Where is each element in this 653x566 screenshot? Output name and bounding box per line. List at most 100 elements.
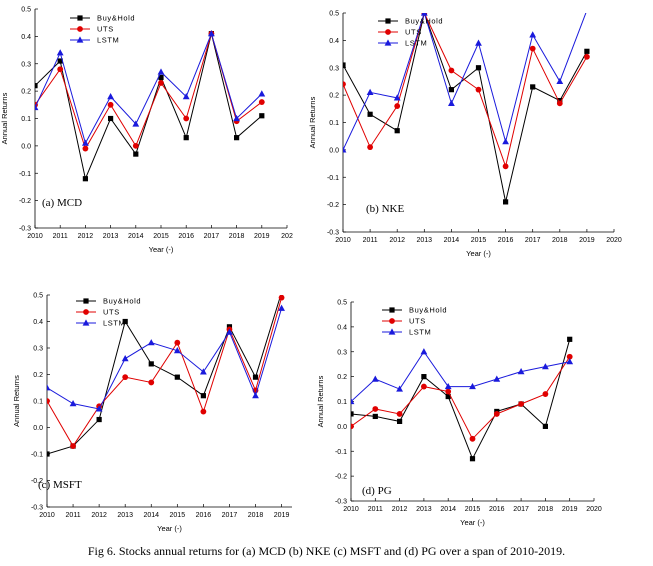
data-point-buy-hold <box>372 413 378 420</box>
data-point-uts <box>174 339 181 346</box>
legend: Buy&Hold UTS LSTM <box>76 297 141 328</box>
data-point-uts <box>278 295 285 301</box>
data-point-lstm <box>95 405 103 412</box>
data-point-lstm <box>233 114 240 122</box>
data-point-lstm <box>469 382 476 390</box>
series-line-uts <box>351 356 571 440</box>
data-point-uts <box>372 406 379 412</box>
data-point-buy-hold <box>542 423 548 429</box>
x-axis-title: Year (-) <box>466 249 491 258</box>
data-point-uts <box>566 353 573 360</box>
data-point-lstm <box>182 93 190 100</box>
data-point-lstm <box>420 348 428 355</box>
y-tick-label: 0.0 <box>33 425 43 432</box>
legend-label: Buy&Hold <box>97 14 135 23</box>
x-tick-label: 2014 <box>444 237 460 244</box>
data-point-uts <box>421 383 427 390</box>
legend-marker <box>82 319 90 326</box>
panel-label: (d) PG <box>362 485 392 497</box>
x-tick-label: 2010 <box>343 506 359 513</box>
data-point-lstm <box>157 68 165 75</box>
series-lstm <box>47 304 285 412</box>
data-point-lstm <box>199 368 207 375</box>
y-tick-label: 0.3 <box>329 65 339 72</box>
y-tick-label: 0.4 <box>337 324 347 331</box>
x-tick-label: 2019 <box>579 237 595 244</box>
data-point-uts <box>518 401 524 407</box>
legend-marker <box>388 328 396 335</box>
data-point-lstm <box>396 385 403 392</box>
data-point-lstm <box>252 392 259 399</box>
y-tick-label: 0.5 <box>329 11 339 18</box>
legend-label: Buy&Hold <box>103 297 141 306</box>
x-axis-title: Year (-) <box>149 245 174 254</box>
data-point-lstm <box>556 77 564 85</box>
data-point-buy-hold <box>47 451 50 457</box>
x-tick-label: 2016 <box>498 237 514 244</box>
y-axis-title: Annual Returns <box>308 96 317 148</box>
y-tick-label: 0.3 <box>337 349 347 356</box>
series-buy-hold <box>35 31 265 182</box>
legend-marker <box>384 39 392 46</box>
series-line-buy-hold <box>343 13 588 203</box>
series-line-buy-hold <box>351 339 571 460</box>
legend-marker <box>76 36 84 43</box>
data-point-uts <box>493 411 500 417</box>
data-point-lstm <box>566 358 574 365</box>
y-tick-label: -0.3 <box>335 499 347 506</box>
data-point-buy-hold <box>448 87 454 93</box>
x-tick-label: 2017 <box>222 512 238 519</box>
data-point-uts <box>351 423 354 430</box>
data-point-uts <box>475 86 482 93</box>
legend: Buy&Hold UTS LSTM <box>378 17 443 48</box>
data-point-buy-hold <box>82 176 88 182</box>
data-point-uts <box>57 66 64 73</box>
y-tick-label: 0.1 <box>33 399 43 406</box>
x-tick-label: 2011 <box>363 237 378 244</box>
data-point-buy-hold <box>343 62 346 68</box>
data-point-buy-hold <box>530 84 536 90</box>
data-point-uts <box>183 115 190 122</box>
y-tick-label: -0.2 <box>19 198 31 205</box>
panel-label: (a) MCD <box>42 197 82 209</box>
x-tick-label: 2017 <box>204 233 220 240</box>
x-tick-label: 2010 <box>39 512 55 519</box>
data-point-buy-hold <box>445 393 451 400</box>
legend-marker <box>389 307 395 313</box>
data-point-lstm <box>278 304 285 311</box>
x-tick-label: 2012 <box>392 506 408 513</box>
data-point-lstm <box>393 94 401 101</box>
x-tick-label: 2015 <box>465 506 481 513</box>
legend-marker <box>385 18 391 24</box>
data-point-uts <box>158 80 164 86</box>
series-line-uts <box>343 13 588 169</box>
data-point-lstm <box>35 103 39 111</box>
chart-panel-a-mcd: -0.3 -0.2 -0.1 0.0 0.1 0.2 0.3 0.4 0.5 2010 2011 20… <box>0 7 293 255</box>
legend-label: Buy&Hold <box>409 306 447 315</box>
data-point-buy-hold <box>133 151 139 157</box>
series-line-lstm <box>351 350 570 402</box>
x-tick-label: 2014 <box>128 233 144 240</box>
series-line-uts <box>47 297 283 448</box>
data-point-uts <box>584 53 590 60</box>
y-tick-label: 0.2 <box>329 93 339 100</box>
data-point-buy-hold <box>475 65 482 71</box>
series-lstm <box>343 13 587 153</box>
series-line-lstm <box>47 308 283 410</box>
series-line-buy-hold <box>35 33 263 181</box>
legend-label: LSTM <box>103 319 125 328</box>
data-point-buy-hold <box>108 115 114 122</box>
data-point-uts <box>200 408 207 415</box>
x-tick-label: 2011 <box>53 233 68 240</box>
series-line-buy-hold <box>47 295 282 455</box>
x-tick-label: 2016 <box>489 506 505 513</box>
data-point-buy-hold <box>421 374 427 380</box>
legend-marker <box>385 29 391 35</box>
data-point-lstm <box>502 138 509 145</box>
y-axis-title: Annual Returns <box>0 92 9 144</box>
legend-marker <box>83 298 89 304</box>
figure-caption: Fig 6. Stocks annual returns for (a) MCD… <box>87 544 566 558</box>
legend-label: LSTM <box>97 36 119 45</box>
legend-label: LSTM <box>405 39 427 48</box>
data-point-buy-hold <box>279 290 284 295</box>
